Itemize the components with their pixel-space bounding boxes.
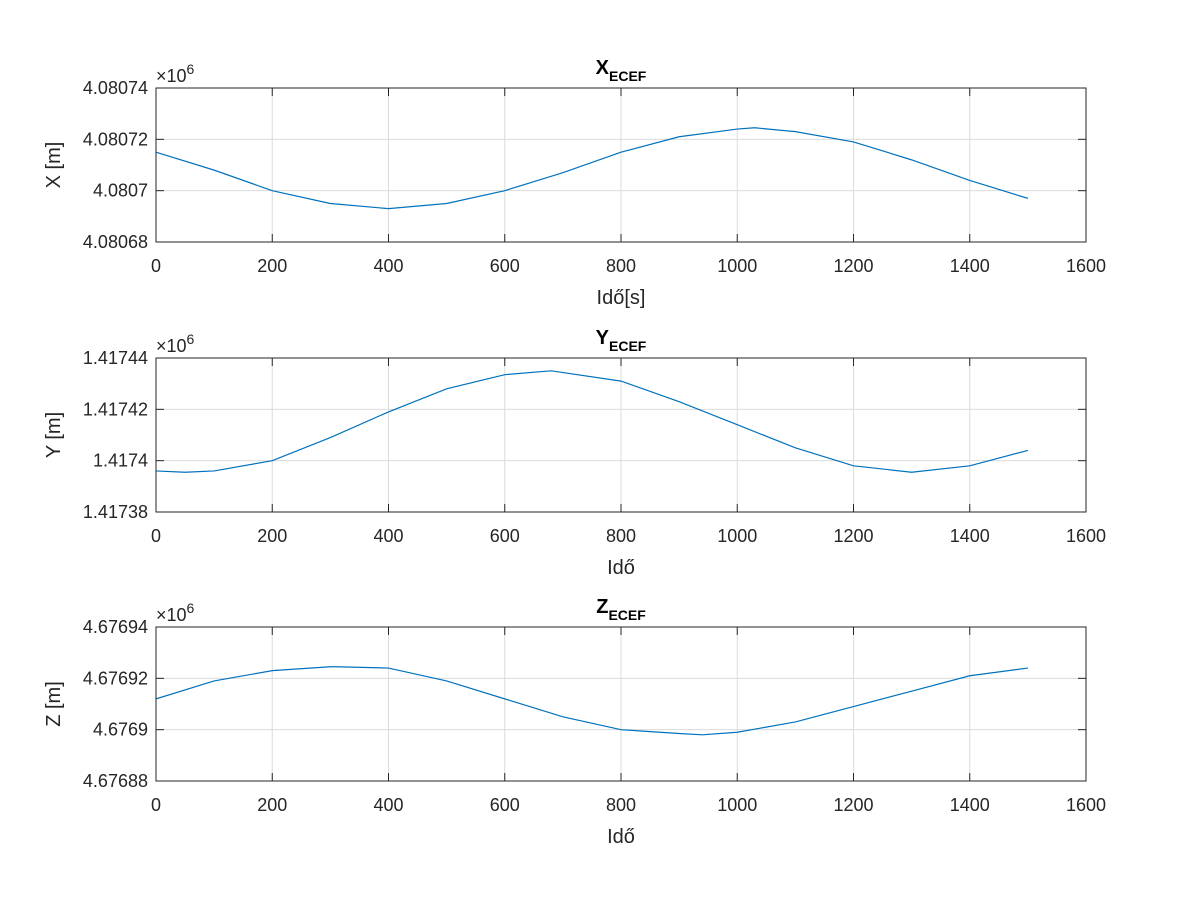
x-tick-label: 1400 — [950, 526, 990, 546]
exponent-label: ×106 — [156, 600, 195, 625]
x-tick-label: 400 — [373, 795, 403, 815]
x-axis-label: Idő[s] — [597, 287, 646, 309]
x-axis-label: Idő — [607, 557, 635, 579]
x-tick-label: 1200 — [833, 526, 873, 546]
x-tick-label: 0 — [151, 526, 161, 546]
plot-title: YECEF — [596, 327, 647, 354]
x-tick-label: 200 — [257, 256, 287, 276]
y-tick-label: 4.67694 — [83, 617, 148, 637]
x-tick-label: 1600 — [1066, 256, 1106, 276]
x-tick-label: 800 — [606, 526, 636, 546]
x-tick-label: 1000 — [717, 526, 757, 546]
y-tick-label: 4.67688 — [83, 771, 148, 791]
y-tick-label: 4.67692 — [83, 668, 148, 688]
x-tick-label: 1000 — [717, 795, 757, 815]
subplot-y-ecef: 0 200 400 600 800 1000 1200 1400 1600 1.41738 1.41… — [43, 327, 1106, 579]
exponent-label: ×106 — [156, 61, 195, 86]
x-tick-label: 600 — [490, 795, 520, 815]
y-tick-label: 1.41738 — [83, 502, 148, 522]
x-tick-label: 800 — [606, 795, 636, 815]
x-tick-label: 200 — [257, 526, 287, 546]
x-tick-label: 1600 — [1066, 795, 1106, 815]
y-tick-label: 1.41742 — [83, 399, 148, 419]
x-tick-label: 400 — [373, 526, 403, 546]
x-tick-label: 1000 — [717, 256, 757, 276]
plot-title: ZECEF — [596, 596, 646, 623]
y-axis-label: Y [m] — [43, 412, 65, 458]
x-tick-label: 400 — [373, 256, 403, 276]
y-tick-label: 1.4174 — [93, 451, 148, 471]
x-tick-label: 200 — [257, 795, 287, 815]
y-axis-label: X [m] — [43, 142, 65, 189]
series-line — [155, 666, 1028, 736]
x-tick-label: 1400 — [950, 795, 990, 815]
exponent-label: ×106 — [156, 331, 195, 356]
subplot-x-ecef: 0 200 400 600 800 1000 1200 1400 1600 4.08068 4.08… — [43, 57, 1106, 309]
x-tick-label: 600 — [490, 526, 520, 546]
x-tick-label: 1200 — [833, 256, 873, 276]
y-tick-label: 4.08072 — [83, 129, 148, 149]
subplot-z-ecef: 0 200 400 600 800 1000 1200 1400 1600 4.67688 4.67… — [43, 596, 1106, 848]
series-line — [155, 370, 1029, 473]
y-tick-label: 4.6769 — [93, 720, 148, 740]
x-tick-label: 0 — [151, 256, 161, 276]
y-tick-label: 4.08074 — [83, 78, 148, 98]
y-tick-label: 1.41744 — [83, 348, 148, 368]
y-axis-label: Z [m] — [43, 681, 65, 727]
x-tick-label: 1200 — [833, 795, 873, 815]
y-tick-label: 4.08068 — [83, 232, 148, 252]
x-tick-label: 600 — [490, 256, 520, 276]
x-tick-label: 800 — [606, 256, 636, 276]
plot-title: XECEF — [596, 57, 647, 84]
x-tick-label: 1400 — [950, 256, 990, 276]
x-tick-label: 1600 — [1066, 526, 1106, 546]
x-axis-label: Idő — [607, 826, 635, 848]
x-tick-label: 0 — [151, 795, 161, 815]
y-tick-label: 4.0807 — [93, 181, 148, 201]
series-line — [155, 127, 1029, 210]
